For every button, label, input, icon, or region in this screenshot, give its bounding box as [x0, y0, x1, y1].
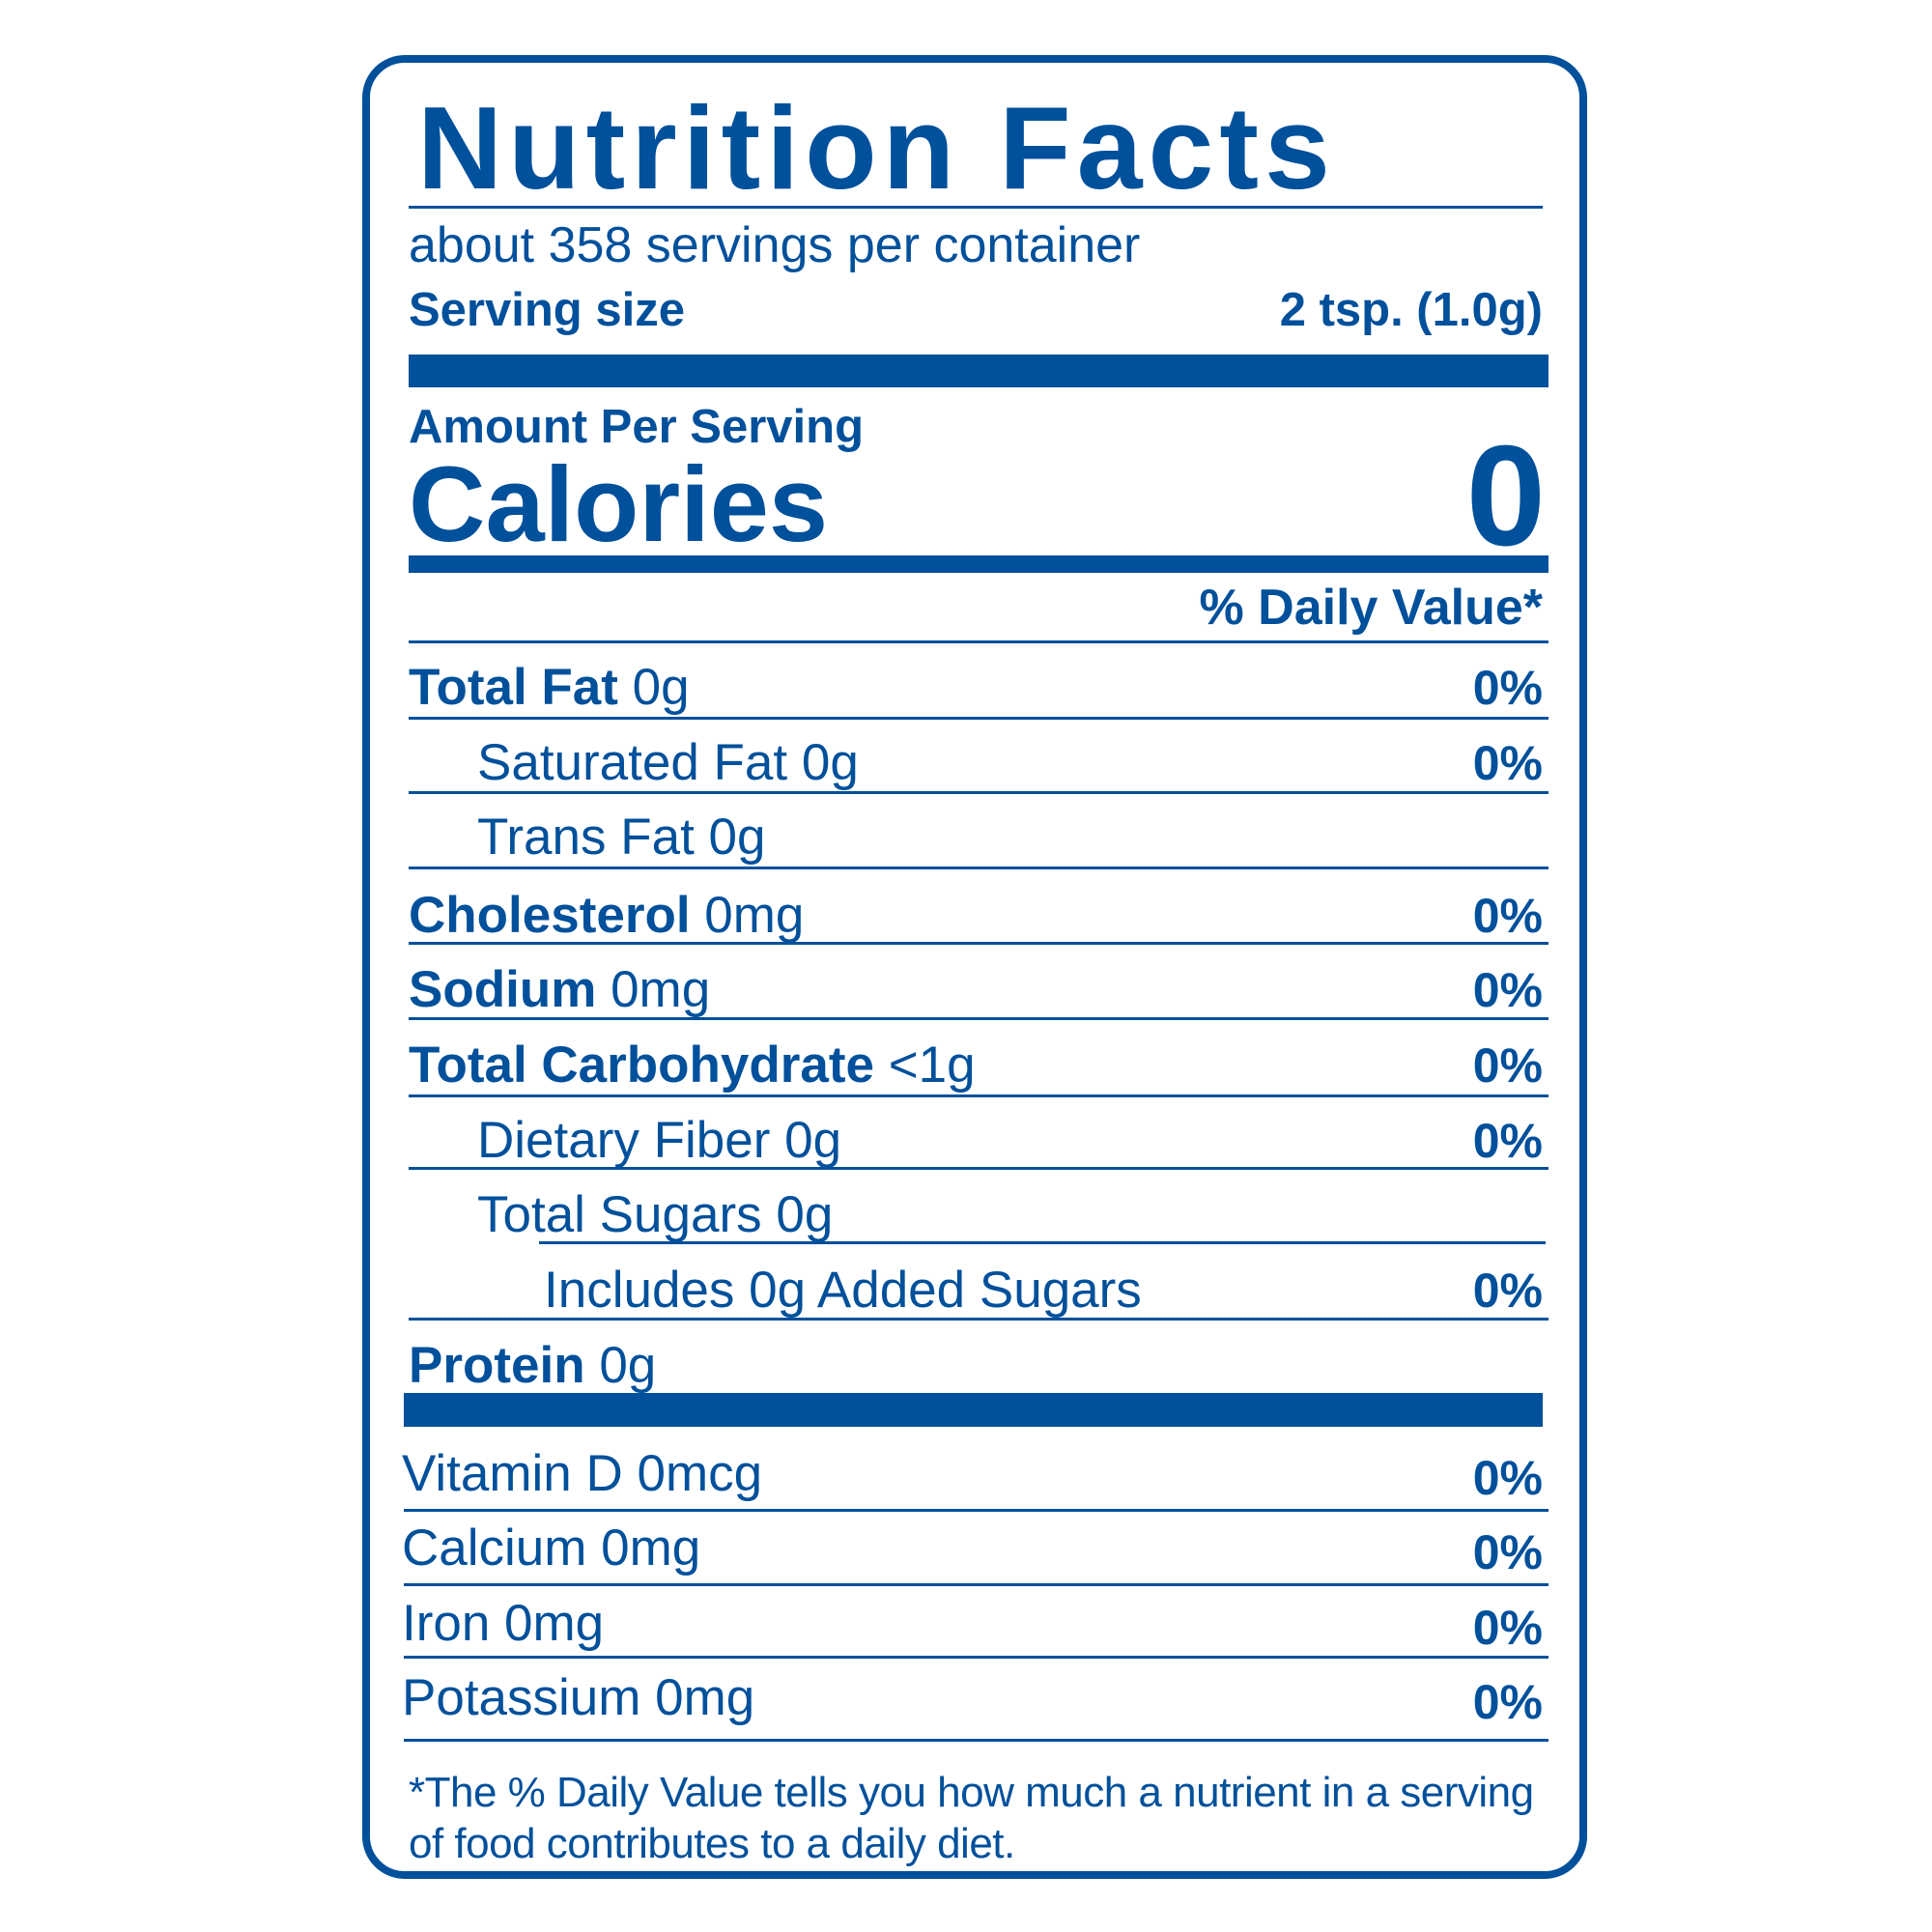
vitamin-row-vitamin-d: Vitamin D 0mcg 0%	[402, 1440, 1543, 1512]
calories-value: 0	[1465, 416, 1546, 576]
row-divider	[409, 1094, 1548, 1097]
nutrient-name: Cholesterol 0mg	[409, 887, 805, 944]
row-divider	[404, 1656, 1548, 1659]
row-divider	[404, 1509, 1548, 1512]
nutrient-name: Dietary Fiber 0g	[477, 1112, 842, 1169]
thick-divider-bottom	[404, 1393, 1543, 1427]
nutrient-dv: 0%	[1472, 1264, 1543, 1318]
row-divider	[409, 717, 1548, 720]
vitamin-name: Potassium 0mg	[402, 1669, 755, 1726]
amount-per-serving: Amount Per Serving	[409, 401, 865, 453]
nutrient-row-total-carbohydrate: Total Carbohydrate <1g 0%	[409, 1032, 1543, 1103]
nutrient-name: Includes 0g Added Sugars	[544, 1262, 1142, 1319]
row-divider	[539, 1241, 1546, 1244]
nutrient-row-dietary-fiber: Dietary Fiber 0g 0%	[409, 1107, 1543, 1179]
nutrient-name: Trans Fat 0g	[477, 809, 766, 866]
nutrient-row-protein: Protein 0g	[409, 1332, 1543, 1404]
vitamin-dv: 0%	[1472, 1451, 1543, 1505]
vitamin-dv: 0%	[1472, 1601, 1543, 1655]
row-divider	[409, 1318, 1548, 1321]
row-divider	[404, 1739, 1548, 1742]
nutrient-row-trans-fat: Trans Fat 0g	[409, 804, 1543, 875]
calories-divider	[409, 555, 1548, 573]
nutrient-row-cholesterol: Cholesterol 0mg 0%	[409, 882, 1543, 953]
servings-per-container: about 358 servings per container	[409, 217, 1141, 273]
vitamin-row-iron: Iron 0mg 0%	[402, 1590, 1543, 1662]
nutrient-row-saturated-fat: Saturated Fat 0g 0%	[409, 729, 1543, 801]
nutrient-dv: 0%	[1472, 1114, 1543, 1168]
serving-size-label: Serving size	[409, 284, 685, 336]
row-divider	[409, 942, 1548, 945]
panel-title: Nutrition Facts	[417, 82, 1336, 213]
nutrient-row-sodium: Sodium 0mg 0%	[409, 956, 1543, 1028]
nutrient-dv: 0%	[1472, 963, 1543, 1017]
row-divider	[409, 791, 1548, 794]
row-divider	[404, 1583, 1548, 1586]
vitamin-dv: 0%	[1472, 1525, 1543, 1579]
nutrient-name: Total Fat 0g	[409, 659, 690, 716]
row-divider	[409, 867, 1548, 869]
nutrient-dv: 0%	[1472, 889, 1543, 943]
serving-size-value: 2 tsp. (1.0g)	[1279, 284, 1543, 336]
vitamin-name: Iron 0mg	[402, 1595, 605, 1652]
nutrient-name: Protein 0g	[409, 1337, 657, 1394]
calories-label: Calories	[409, 445, 829, 564]
nutrient-name: Total Sugars 0g	[477, 1186, 834, 1243]
nutrient-row-total-sugars: Total Sugars 0g	[409, 1181, 1543, 1253]
daily-value-header: % Daily Value*	[1199, 580, 1543, 636]
daily-value-footnote: *The % Daily Value tells you how much a …	[409, 1769, 1534, 1867]
nutrient-name: Total Carbohydrate <1g	[409, 1037, 976, 1094]
vitamin-row-potassium: Potassium 0mg 0%	[402, 1664, 1543, 1736]
row-divider	[409, 1017, 1548, 1020]
nutrient-row-added-sugars: Includes 0g Added Sugars 0%	[409, 1257, 1543, 1328]
nutrient-dv: 0%	[1472, 1038, 1543, 1093]
row-divider	[409, 640, 1548, 643]
row-divider	[409, 1167, 1548, 1170]
nutrient-name: Saturated Fat 0g	[477, 734, 859, 791]
vitamin-name: Vitamin D 0mcg	[402, 1445, 763, 1502]
nutrition-facts-panel: Nutrition Facts about 358 servings per c…	[362, 55, 1587, 1879]
nutrient-name: Sodium 0mg	[409, 961, 711, 1018]
vitamin-name: Calcium 0mg	[402, 1520, 701, 1577]
nutrient-row-total-fat: Total Fat 0g 0%	[409, 654, 1543, 725]
nutrient-dv: 0%	[1472, 661, 1543, 715]
title-divider	[409, 206, 1543, 209]
thick-divider-top	[409, 355, 1548, 387]
vitamin-row-calcium: Calcium 0mg 0%	[402, 1515, 1543, 1586]
vitamin-dv: 0%	[1472, 1675, 1543, 1729]
nutrient-dv: 0%	[1472, 736, 1543, 790]
